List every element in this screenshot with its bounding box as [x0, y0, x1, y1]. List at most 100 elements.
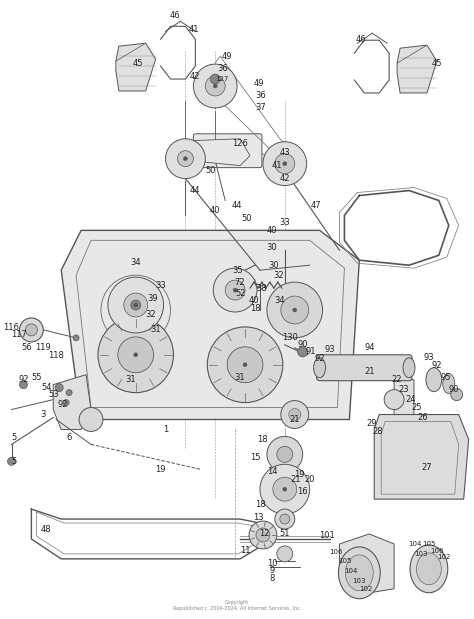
Text: 10: 10	[266, 560, 277, 568]
Polygon shape	[369, 374, 414, 420]
Text: 16: 16	[297, 487, 308, 496]
Circle shape	[267, 282, 322, 338]
Text: 105: 105	[422, 541, 436, 547]
Circle shape	[275, 509, 295, 529]
Circle shape	[210, 74, 220, 84]
Text: 126: 126	[232, 139, 248, 148]
Text: 31: 31	[235, 373, 246, 382]
Circle shape	[280, 514, 290, 524]
Circle shape	[177, 150, 193, 167]
Text: 42: 42	[190, 72, 201, 80]
Circle shape	[256, 528, 270, 542]
Text: 40: 40	[210, 206, 220, 215]
Text: 33: 33	[155, 280, 166, 290]
Text: 104: 104	[345, 568, 358, 574]
Text: 30: 30	[266, 243, 277, 252]
Text: 93: 93	[424, 353, 434, 362]
Text: 27: 27	[421, 463, 432, 472]
Circle shape	[225, 280, 245, 300]
Text: 12: 12	[259, 529, 269, 539]
Text: 18: 18	[255, 500, 265, 509]
Text: 46: 46	[356, 35, 366, 44]
Circle shape	[283, 162, 287, 166]
Circle shape	[8, 457, 16, 465]
Text: 26: 26	[418, 413, 428, 422]
Ellipse shape	[410, 545, 448, 593]
Circle shape	[118, 337, 154, 373]
Text: 23: 23	[399, 385, 410, 394]
Text: Copyright
Republished c. 2004-2024, All Internet Services, Inc.: Copyright Republished c. 2004-2024, All …	[173, 600, 301, 610]
Circle shape	[283, 487, 287, 491]
Circle shape	[260, 464, 310, 514]
Circle shape	[289, 409, 301, 420]
Circle shape	[277, 446, 293, 462]
Text: 34: 34	[274, 295, 285, 305]
Text: 15: 15	[250, 453, 260, 462]
Text: 72: 72	[235, 278, 246, 287]
Circle shape	[451, 389, 463, 400]
Ellipse shape	[314, 358, 326, 378]
Text: 31: 31	[126, 375, 136, 384]
Text: 103: 103	[353, 578, 366, 584]
Text: 42: 42	[280, 174, 290, 183]
Text: 29: 29	[366, 419, 376, 428]
Circle shape	[213, 268, 257, 312]
Text: 51: 51	[280, 529, 290, 539]
Text: 50: 50	[205, 166, 216, 175]
Circle shape	[63, 400, 69, 405]
Text: 18: 18	[250, 303, 260, 313]
Circle shape	[134, 303, 138, 307]
Text: 1: 1	[163, 425, 168, 434]
Text: 34: 34	[130, 258, 141, 267]
Text: 44: 44	[190, 186, 201, 195]
Text: 35: 35	[233, 266, 244, 275]
Circle shape	[55, 384, 63, 392]
Text: 117: 117	[11, 331, 27, 339]
Text: 116: 116	[4, 323, 19, 332]
Text: 21: 21	[290, 415, 300, 424]
Text: 119: 119	[36, 344, 51, 352]
Text: 8: 8	[269, 574, 274, 583]
Text: 20: 20	[304, 475, 315, 483]
Polygon shape	[191, 139, 250, 166]
Text: 19: 19	[155, 465, 166, 474]
Text: 53: 53	[48, 390, 59, 399]
Text: 49: 49	[222, 51, 232, 61]
Text: 92: 92	[58, 400, 68, 409]
Ellipse shape	[403, 358, 415, 378]
Circle shape	[281, 296, 309, 324]
Text: 101: 101	[319, 532, 334, 540]
Circle shape	[275, 154, 295, 173]
Text: 102: 102	[437, 554, 450, 560]
Circle shape	[205, 76, 225, 96]
Text: 22: 22	[392, 375, 402, 384]
Polygon shape	[116, 43, 155, 91]
Text: 24: 24	[406, 395, 416, 404]
Circle shape	[193, 64, 237, 108]
Text: 95: 95	[440, 373, 451, 382]
Ellipse shape	[346, 555, 373, 591]
Circle shape	[183, 157, 187, 161]
Polygon shape	[397, 45, 437, 93]
Text: 93: 93	[324, 345, 335, 354]
Text: 11: 11	[240, 547, 250, 555]
Circle shape	[19, 318, 43, 342]
Text: 32: 32	[146, 311, 156, 319]
Circle shape	[243, 363, 247, 366]
Text: 106: 106	[330, 549, 343, 555]
Text: 103: 103	[414, 551, 428, 557]
Circle shape	[79, 407, 103, 431]
FancyBboxPatch shape	[193, 134, 262, 168]
Text: 5: 5	[11, 457, 16, 466]
Text: 37: 37	[255, 103, 266, 113]
Text: 41: 41	[189, 25, 200, 34]
Circle shape	[281, 400, 309, 428]
Text: 118: 118	[48, 352, 64, 360]
Text: 19: 19	[294, 470, 305, 478]
Text: 46: 46	[169, 11, 180, 20]
Text: 14: 14	[266, 467, 277, 476]
Text: 52: 52	[236, 288, 246, 298]
Text: 31: 31	[150, 326, 161, 334]
Text: 127: 127	[216, 76, 229, 82]
Polygon shape	[339, 534, 394, 594]
